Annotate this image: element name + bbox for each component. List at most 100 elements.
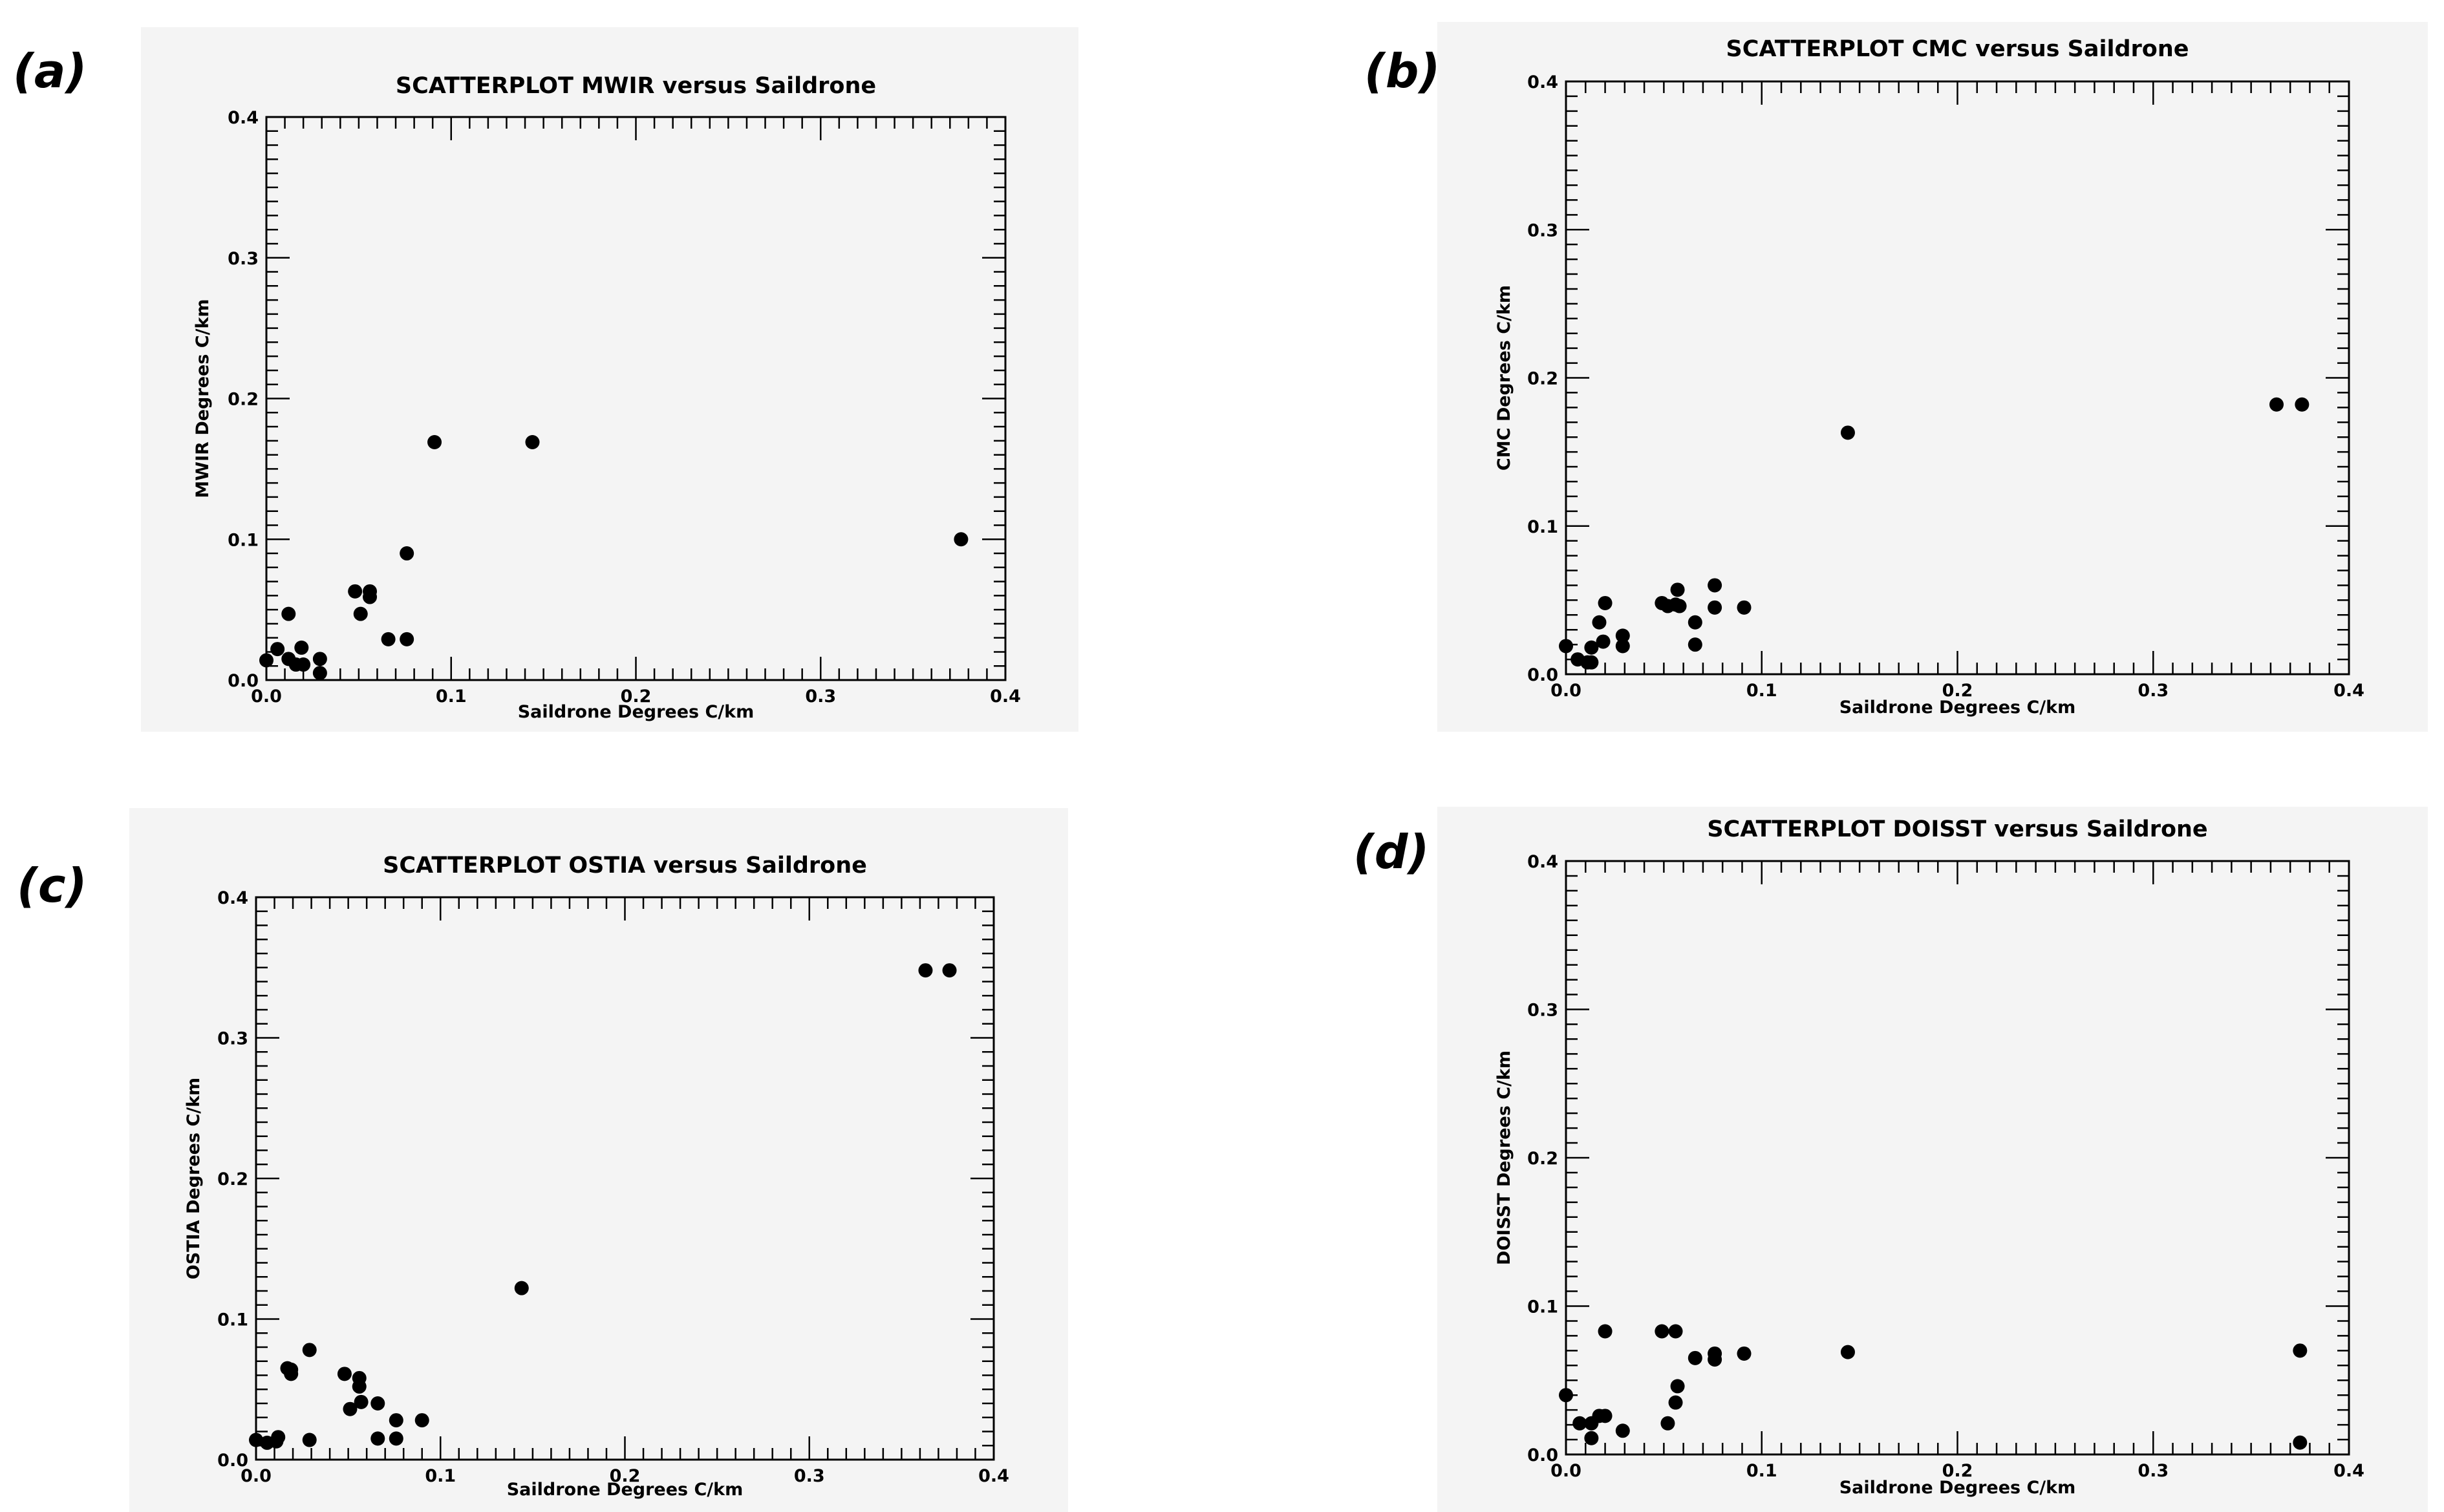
x-axis-label: Saildrone Degrees C/km (1839, 697, 2076, 718)
y-tick-label: 0.2 (1527, 369, 1558, 389)
data-point (1672, 599, 1687, 613)
data-point (1615, 628, 1630, 643)
x-tick-label: 0.1 (436, 687, 467, 707)
data-point (296, 657, 311, 672)
y-tick-label: 0.4 (217, 888, 248, 908)
chart-title: SCATTERPLOT CMC versus Saildrone (1726, 36, 2189, 62)
data-point (348, 584, 363, 599)
chart-title: SCATTERPLOT OSTIA versus Saildrone (383, 853, 867, 878)
scatter-points (1559, 1324, 2308, 1450)
data-point (2293, 1435, 2308, 1450)
data-point (1572, 1416, 1587, 1431)
data-point (270, 642, 285, 657)
data-point (1688, 615, 1702, 630)
plot-frame (255, 896, 995, 1461)
data-point (389, 1431, 403, 1446)
x-tick-label: 0.1 (1746, 681, 1777, 701)
x-tick-label: 0.2 (610, 1466, 641, 1486)
data-point (302, 1432, 317, 1447)
data-point (1559, 639, 1573, 654)
y-tick-label: 0.1 (228, 530, 259, 550)
data-point (1670, 1379, 1685, 1394)
data-point (363, 590, 378, 604)
data-point (271, 1430, 286, 1445)
y-tick-label: 0.2 (1527, 1149, 1558, 1169)
y-tick-label: 0.0 (1527, 665, 1558, 685)
data-point (1615, 639, 1630, 654)
data-point (354, 1394, 369, 1409)
y-tick-label: 0.0 (1527, 1445, 1558, 1465)
data-point (352, 1379, 367, 1394)
chart-title: SCATTERPLOT DOISST versus Saildrone (1707, 816, 2207, 842)
panel-label-a: (a) (13, 44, 87, 98)
y-tick-label: 0.4 (228, 108, 259, 128)
data-point (389, 1413, 403, 1428)
data-point (1598, 1409, 1613, 1423)
data-point (1840, 1345, 1855, 1359)
data-point (1737, 1346, 1752, 1361)
x-tick-label: 0.2 (1942, 1461, 1973, 1481)
data-point (1615, 1423, 1630, 1438)
data-point (2269, 397, 2284, 412)
x-axis-label: Saildrone Degrees C/km (518, 702, 755, 722)
x-tick-label: 0.4 (2333, 1461, 2364, 1481)
data-point (1840, 425, 1855, 440)
data-point (1592, 615, 1607, 630)
data-point (281, 606, 296, 621)
data-point (353, 606, 368, 621)
data-point (312, 666, 327, 681)
y-tick-label: 0.1 (217, 1310, 248, 1330)
data-point (525, 435, 540, 450)
data-point (294, 640, 309, 655)
data-point (1559, 1388, 1573, 1403)
data-point (302, 1343, 317, 1358)
data-point (1670, 582, 1685, 597)
data-point (1660, 1416, 1675, 1431)
data-point (1708, 1352, 1722, 1367)
y-tick-label: 0.3 (1527, 220, 1558, 240)
axis-ticks (1565, 860, 2350, 1456)
y-axis-label: OSTIA Degrees C/km (184, 1078, 204, 1279)
data-point (259, 653, 273, 668)
data-point (1598, 595, 1613, 610)
x-tick-label: 0.4 (978, 1466, 1009, 1486)
y-tick-label: 0.0 (228, 671, 259, 691)
x-axis-label: Saildrone Degrees C/km (507, 1480, 744, 1500)
x-tick-label: 0.4 (2333, 681, 2364, 701)
data-point (2293, 1343, 2308, 1358)
y-tick-label: 0.3 (1527, 1001, 1558, 1021)
panel-label-b: (b) (1364, 44, 1441, 98)
x-tick-label: 0.1 (1746, 1461, 1777, 1481)
panel-label-c: (c) (17, 858, 87, 913)
data-point (337, 1367, 352, 1381)
data-point (343, 1401, 358, 1416)
y-axis-label: MWIR Degrees C/km (193, 299, 213, 498)
x-tick-label: 0.3 (2138, 1461, 2169, 1481)
x-tick-label: 0.0 (251, 687, 282, 707)
y-axis-label: DOISST Degrees C/km (1494, 1050, 1514, 1265)
data-point (400, 632, 414, 646)
data-point (1708, 600, 1722, 615)
data-point (427, 435, 442, 450)
plot-frame (1565, 80, 2350, 676)
scatter-points (259, 435, 969, 681)
data-point (1655, 1324, 1669, 1339)
x-tick-label: 0.2 (1942, 681, 1973, 701)
data-point (514, 1281, 529, 1295)
data-point (1668, 1395, 1683, 1410)
scatter-points (1559, 397, 2310, 670)
data-point (1584, 1431, 1599, 1445)
data-point (1688, 1350, 1702, 1365)
x-tick-label: 0.0 (1550, 1461, 1581, 1481)
plot-frame (265, 116, 1007, 681)
data-point (1668, 1324, 1683, 1339)
y-tick-label: 0.0 (217, 1451, 248, 1471)
data-point (954, 532, 969, 547)
data-point (370, 1431, 385, 1446)
x-tick-label: 0.0 (1550, 681, 1581, 701)
data-point (1584, 655, 1599, 670)
data-point (284, 1367, 299, 1381)
y-tick-label: 0.2 (228, 390, 259, 410)
